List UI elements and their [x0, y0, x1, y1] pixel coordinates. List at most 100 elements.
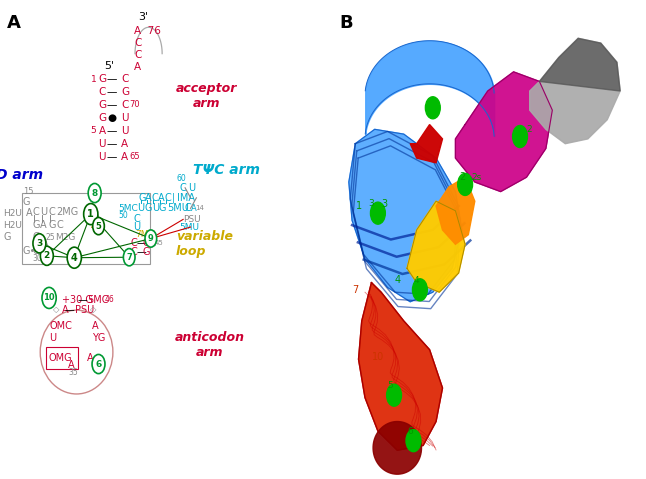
Circle shape: [371, 202, 385, 224]
Text: U: U: [138, 204, 145, 213]
Text: 5: 5: [90, 126, 96, 135]
Text: A: A: [42, 240, 48, 249]
Circle shape: [123, 249, 135, 266]
Text: 3: 3: [36, 239, 43, 248]
Text: A: A: [134, 62, 141, 72]
Polygon shape: [539, 38, 620, 91]
Text: 5MC: 5MC: [87, 295, 109, 305]
Text: 6: 6: [407, 427, 413, 436]
Text: 2: 2: [526, 125, 532, 134]
Text: H2U: H2U: [3, 221, 22, 229]
Text: H2U: H2U: [3, 209, 22, 217]
Text: 70: 70: [129, 101, 140, 109]
Text: 5': 5': [105, 61, 115, 71]
Text: —: —: [65, 305, 75, 315]
Text: 8: 8: [92, 189, 98, 197]
Text: 2: 2: [459, 172, 465, 182]
Text: OMC: OMC: [49, 321, 72, 331]
Text: A  76: A 76: [134, 26, 161, 36]
Text: C: C: [57, 220, 63, 230]
Polygon shape: [436, 177, 475, 244]
Text: A: A: [158, 193, 165, 203]
Text: C: C: [121, 100, 129, 110]
Text: 3: 3: [368, 199, 374, 208]
Text: —: —: [137, 248, 147, 257]
Text: B: B: [339, 14, 353, 33]
Text: 5MU: 5MU: [167, 204, 189, 213]
Circle shape: [426, 97, 441, 119]
Text: ●: ●: [107, 113, 116, 123]
Text: C: C: [98, 87, 106, 97]
Text: —: —: [106, 87, 117, 97]
Circle shape: [88, 183, 101, 203]
Text: G•: G•: [23, 247, 36, 256]
Text: PSU: PSU: [75, 305, 94, 315]
Text: acceptor
arm: acceptor arm: [176, 82, 238, 110]
Text: —: —: [106, 152, 117, 161]
Text: G: G: [143, 248, 151, 257]
Text: 46: 46: [105, 296, 115, 304]
Text: D arm: D arm: [0, 168, 43, 182]
Text: 1: 1: [87, 209, 94, 219]
Text: G: G: [23, 197, 30, 207]
Circle shape: [40, 246, 53, 265]
Circle shape: [84, 204, 98, 225]
Text: 2MG: 2MG: [57, 207, 79, 217]
Text: 7: 7: [352, 285, 359, 295]
Text: A: A: [40, 220, 47, 230]
Text: A: A: [68, 360, 74, 370]
Text: G: G: [98, 113, 107, 123]
Text: 4: 4: [413, 276, 419, 285]
Text: C: C: [134, 50, 141, 60]
Text: G: G: [143, 239, 151, 248]
Text: G: G: [98, 100, 107, 110]
Text: G: G: [32, 220, 40, 230]
Text: M2G: M2G: [55, 233, 76, 241]
Text: 6: 6: [96, 360, 101, 368]
Text: 25: 25: [45, 233, 55, 241]
Text: A: A: [87, 354, 94, 363]
Text: A: A: [121, 139, 129, 148]
Text: U: U: [40, 207, 48, 217]
Text: A: A: [92, 321, 99, 331]
Text: A: A: [6, 14, 20, 33]
Text: ◇: ◇: [90, 306, 96, 314]
Text: G: G: [98, 74, 107, 84]
Text: 30: 30: [32, 254, 42, 262]
Text: 60: 60: [176, 174, 186, 182]
Text: —: —: [106, 139, 117, 148]
Text: C: C: [180, 183, 187, 193]
Circle shape: [406, 430, 421, 452]
Text: A: A: [145, 193, 152, 203]
Text: YG: YG: [92, 333, 105, 342]
Text: A: A: [121, 152, 129, 161]
Text: PSU: PSU: [183, 215, 201, 224]
Text: 50: 50: [118, 211, 128, 220]
Circle shape: [386, 384, 402, 406]
Circle shape: [145, 230, 157, 247]
Text: C: C: [152, 193, 158, 203]
Circle shape: [33, 234, 46, 253]
Text: A: A: [151, 239, 156, 248]
Text: G: G: [3, 232, 11, 242]
Text: 5: 5: [388, 381, 393, 390]
Circle shape: [42, 287, 56, 308]
Circle shape: [413, 279, 428, 301]
Text: OMG: OMG: [48, 354, 72, 363]
Text: G: G: [32, 232, 40, 242]
Circle shape: [92, 354, 105, 374]
Text: 7MG: 7MG: [136, 230, 156, 239]
Text: •: •: [38, 240, 44, 249]
Text: 35: 35: [68, 368, 79, 377]
Text: U: U: [98, 139, 106, 148]
Circle shape: [67, 247, 81, 268]
Text: 10: 10: [372, 352, 384, 362]
Text: 10: 10: [90, 215, 100, 223]
Text: C: C: [130, 239, 137, 248]
Text: —: —: [106, 126, 117, 136]
Text: 4: 4: [394, 275, 401, 285]
Text: 1: 1: [355, 201, 362, 211]
Text: U: U: [49, 333, 56, 342]
Polygon shape: [349, 129, 462, 302]
Text: IMA: IMA: [177, 193, 195, 203]
